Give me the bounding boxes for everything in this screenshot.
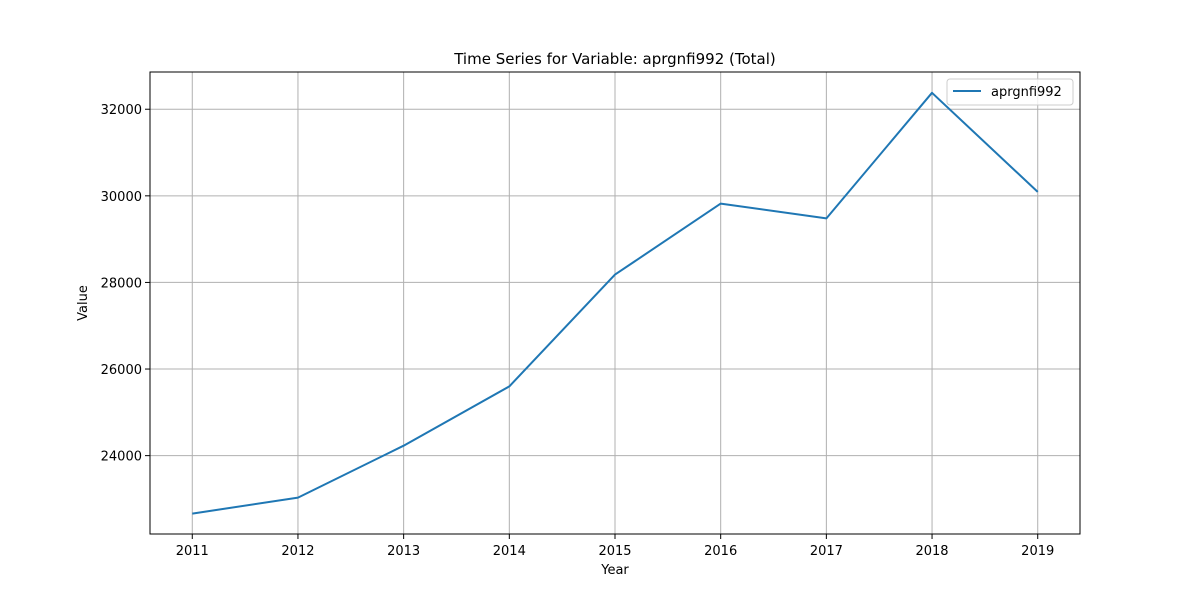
x-tick-label: 2018 bbox=[915, 544, 948, 559]
data-point bbox=[720, 203, 722, 205]
x-tick-label: 2016 bbox=[704, 544, 737, 559]
data-point bbox=[191, 513, 193, 515]
data-point bbox=[508, 385, 510, 387]
y-tick-label: 30000 bbox=[101, 190, 142, 205]
y-axis-label: Value bbox=[76, 285, 91, 321]
chart-title: Time Series for Variable: aprgnfi992 (To… bbox=[453, 50, 776, 68]
x-axis: 2011 2012 2013 2014 2015 2016 2017 2018 2019 bbox=[176, 534, 1054, 559]
data-point bbox=[931, 92, 933, 94]
legend-label: aprgnfi992 bbox=[991, 85, 1062, 100]
data-point bbox=[1037, 191, 1039, 193]
x-tick-label: 2015 bbox=[598, 544, 631, 559]
data-point bbox=[297, 497, 299, 499]
data-point bbox=[403, 445, 405, 447]
series-layer bbox=[191, 91, 1039, 515]
x-tick-label: 2013 bbox=[387, 544, 420, 559]
grid bbox=[150, 72, 1080, 534]
legend: aprgnfi992 bbox=[946, 78, 1074, 106]
y-axis: 24000 26000 28000 30000 32000 bbox=[101, 103, 150, 465]
x-axis-label: Year bbox=[600, 563, 629, 578]
x-tick-label: 2012 bbox=[281, 544, 314, 559]
y-tick-label: 24000 bbox=[101, 450, 142, 465]
y-tick-label: 26000 bbox=[101, 363, 142, 378]
x-tick-label: 2011 bbox=[176, 544, 209, 559]
data-point bbox=[825, 217, 827, 219]
y-tick-label: 28000 bbox=[101, 276, 142, 291]
y-tick-label: 32000 bbox=[101, 103, 142, 118]
x-tick-label: 2019 bbox=[1021, 544, 1054, 559]
x-tick-label: 2017 bbox=[810, 544, 843, 559]
data-point bbox=[614, 274, 616, 276]
series-line-aprgnfi992 bbox=[192, 91, 1039, 515]
x-tick-label: 2014 bbox=[493, 544, 526, 559]
legend-box bbox=[946, 78, 1074, 106]
